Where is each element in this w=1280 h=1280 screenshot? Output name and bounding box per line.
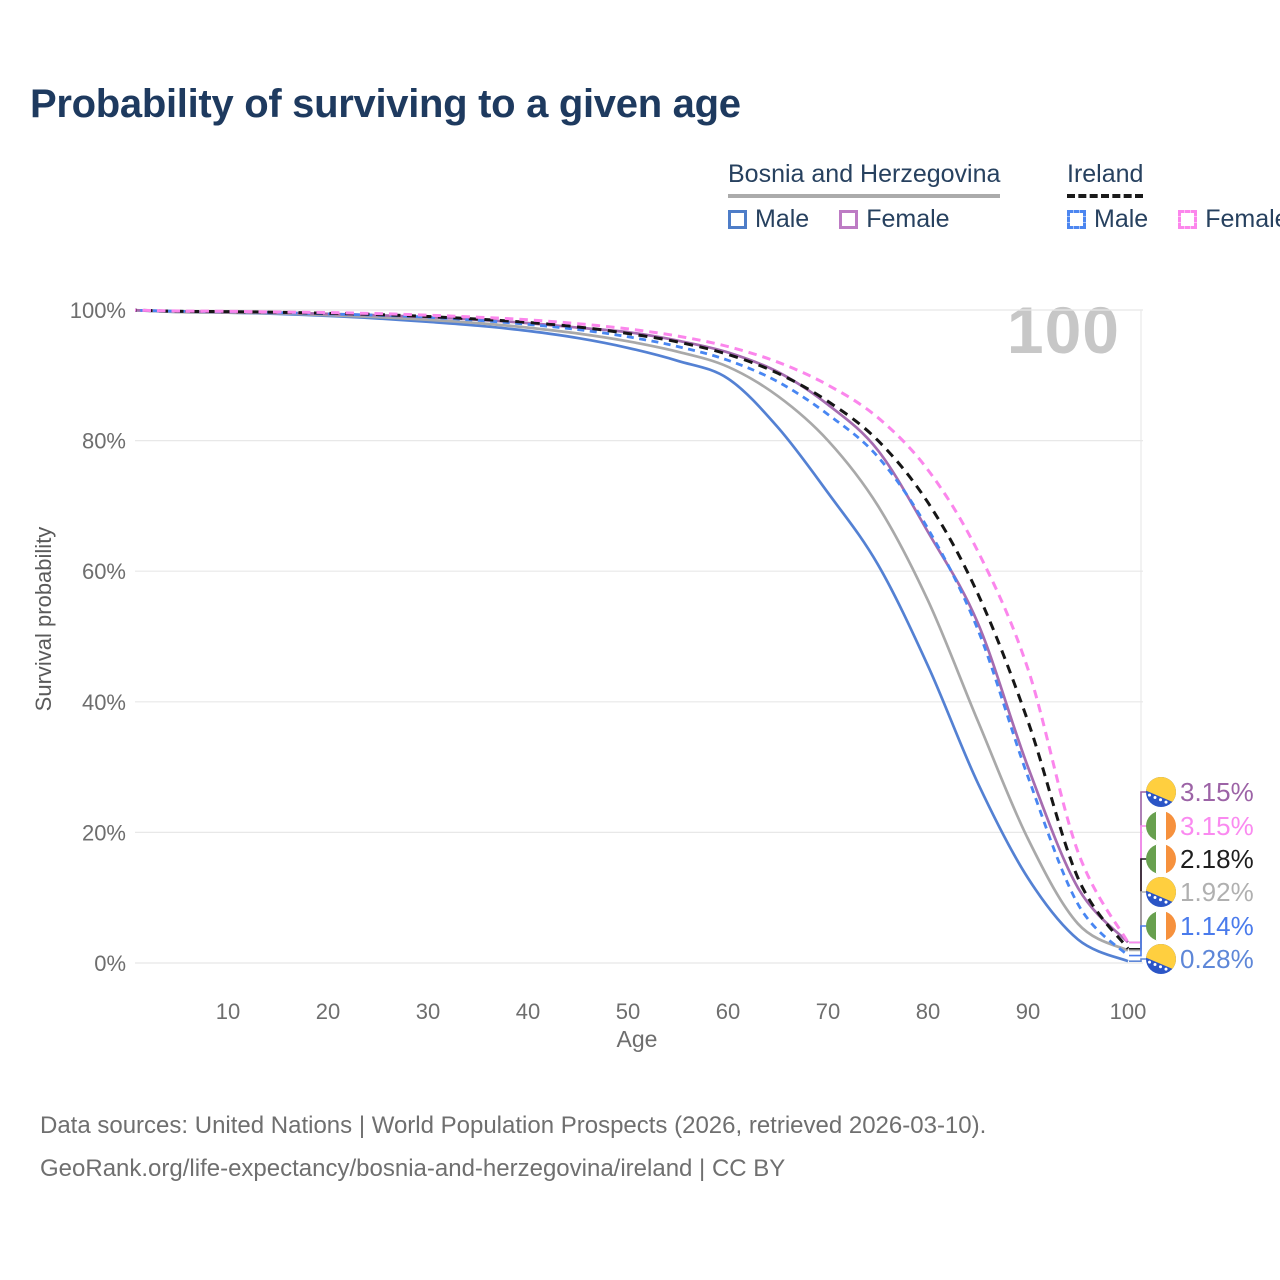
x-tick-label: 20 — [316, 999, 340, 1024]
legend-item-bosnia-female[interactable]: Female — [839, 205, 950, 234]
end-value-label-ie-male: 1.14% — [1180, 911, 1254, 941]
y-tick-label: 40% — [82, 690, 126, 715]
ireland-male-swatch-icon — [1067, 210, 1086, 229]
y-tick-label: 100% — [70, 298, 126, 323]
y-tick-label: 0% — [94, 951, 126, 976]
bosnia-male-swatch-icon — [728, 210, 747, 229]
bosnia-flag-icon — [1146, 777, 1176, 807]
ireland-flag-icon — [1146, 844, 1176, 874]
x-tick-label: 60 — [716, 999, 740, 1024]
end-label-connector — [1129, 858, 1147, 950]
end-value-label-ba-female: 3.15% — [1180, 777, 1254, 807]
legend-group-ireland: Ireland Male Female — [1067, 160, 1280, 234]
end-label-connector — [1129, 791, 1147, 944]
curve-ba-total — [135, 308, 1129, 952]
y-tick-label: 20% — [82, 820, 126, 845]
x-tick-label: 80 — [916, 999, 940, 1024]
legend-item-label: Female — [866, 205, 950, 233]
end-label-connector — [1129, 958, 1147, 962]
y-tick-label: 60% — [82, 559, 126, 584]
age-watermark: 100 — [1006, 293, 1120, 367]
x-tick-label: 50 — [616, 999, 640, 1024]
end-label-connector — [1129, 925, 1147, 957]
footer: Data sources: United Nations | World Pop… — [40, 1104, 986, 1190]
x-tick-label: 40 — [516, 999, 540, 1024]
curve-ie-male — [135, 308, 1130, 957]
curve-ie-total — [135, 308, 1130, 950]
legend-item-bosnia-male[interactable]: Male — [728, 205, 809, 234]
legend-header-bosnia: Bosnia and Herzegovina — [728, 160, 1001, 198]
legend-item-label: Male — [755, 205, 810, 233]
y-axis-title: Survival probability — [31, 526, 56, 712]
x-tick-label: 10 — [216, 999, 240, 1024]
ireland-female-swatch-icon — [1178, 210, 1198, 229]
end-value-label-ie-female: 3.15% — [1180, 811, 1254, 841]
x-tick-label: 30 — [416, 999, 440, 1024]
curve-ba-female — [135, 308, 1129, 944]
legend-header-ireland: Ireland — [1067, 160, 1144, 198]
end-value-label-ba-total: 1.92% — [1180, 877, 1254, 907]
bosnia-flag-icon — [1146, 944, 1176, 974]
footer-attribution-line: GeoRank.org/life-expectancy/bosnia-and-h… — [40, 1155, 786, 1182]
legend-item-label: Female — [1205, 205, 1280, 233]
curve-ba-male — [135, 308, 1129, 963]
x-tick-label: 100 — [1110, 999, 1147, 1024]
end-label-connector — [1129, 891, 1147, 952]
x-tick-label: 90 — [1016, 999, 1040, 1024]
legend-items-ireland: Male Female — [1067, 205, 1280, 234]
y-tick-label: 80% — [82, 429, 126, 454]
end-label-connector — [1129, 825, 1147, 944]
end-value-label-ie-total: 2.18% — [1180, 844, 1254, 874]
x-axis-title: Age — [616, 1026, 658, 1052]
page-title: Probability of surviving to a given age — [30, 82, 741, 126]
legend-item-label: Male — [1094, 205, 1149, 233]
ireland-flag-icon — [1146, 911, 1176, 941]
curve-ie-female — [135, 308, 1130, 944]
footer-sources-line: Data sources: United Nations | World Pop… — [40, 1112, 987, 1139]
ireland-flag-icon — [1146, 811, 1176, 841]
bosnia-flag-icon — [1146, 877, 1176, 907]
legend-items-bosnia: Male Female — [728, 205, 1000, 234]
end-value-label-ba-male: 0.28% — [1180, 944, 1254, 974]
legend-group-bosnia: Bosnia and Herzegovina Male Female — [728, 160, 1001, 234]
x-tick-label: 70 — [816, 999, 840, 1024]
legend-item-ireland-male[interactable]: Male — [1067, 205, 1148, 234]
legend-item-ireland-female[interactable]: Female — [1178, 205, 1280, 234]
bosnia-female-swatch-icon — [839, 210, 859, 229]
